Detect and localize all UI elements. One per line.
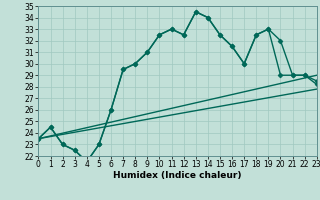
- X-axis label: Humidex (Indice chaleur): Humidex (Indice chaleur): [113, 171, 242, 180]
